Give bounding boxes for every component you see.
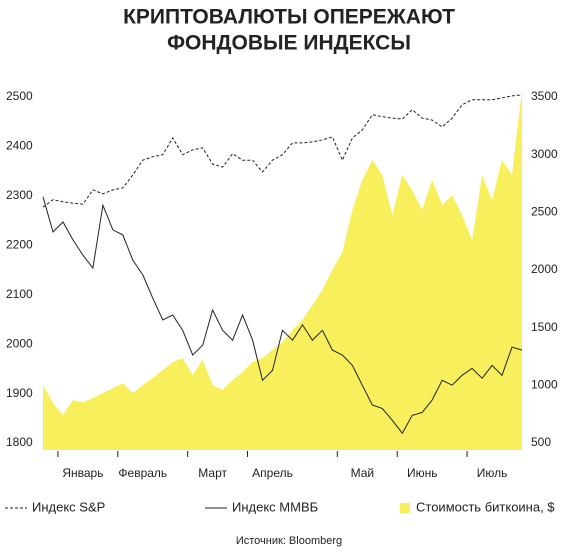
x-tick-label: Февраль [118, 466, 167, 480]
x-tick-label: Март [198, 466, 227, 480]
y-tick-label: 2300 [6, 188, 33, 202]
y2-tick-label: 2000 [531, 262, 558, 276]
legend-label: Индекс S&P [32, 499, 105, 514]
legend-swatch [400, 503, 410, 513]
y2-tick-label: 3500 [531, 89, 558, 103]
y-tick-label: 1800 [6, 435, 33, 449]
y-tick-label: 2100 [6, 287, 33, 301]
x-tick-label: Январь [62, 466, 103, 480]
y-tick-label: 2400 [6, 138, 33, 152]
y2-tick-label: 1500 [531, 320, 558, 334]
source: Источник: Bloomberg [236, 535, 342, 547]
legend-label: Стоимость биткоина, $ [416, 499, 555, 514]
chart-title: КРИПТОВАЛЮТЫ ОПЕРЕЖАЮТ [123, 6, 455, 29]
legend-label: Индекс ММВБ [232, 499, 318, 514]
x-tick-label: Апрель [252, 466, 293, 480]
y2-tick-label: 500 [531, 435, 551, 449]
line [42, 196, 523, 435]
y-tick-label: 2000 [6, 336, 33, 350]
y-tick-label: 2500 [6, 89, 33, 103]
y2-tick-label: 1000 [531, 377, 558, 391]
line [42, 94, 523, 208]
x-tick-label: Июнь [407, 466, 438, 480]
y-tick-label: 1900 [6, 386, 33, 400]
y-tick-label: 2200 [6, 237, 33, 251]
x-tick-label: Июль [477, 466, 508, 480]
y2-tick-label: 2500 [531, 204, 558, 218]
x-tick-label: Май [351, 466, 375, 480]
y2-tick-label: 3000 [531, 147, 558, 161]
chart-title: ФОНДОВЫЕ ИНДЕКСЫ [167, 32, 411, 55]
area [43, 90, 522, 450]
